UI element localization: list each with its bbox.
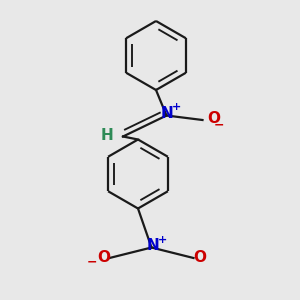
Text: O: O [97,250,110,266]
Text: O: O [193,250,206,266]
Text: +: + [172,102,181,112]
Text: −: − [214,119,224,132]
Text: H: H [101,128,113,142]
Text: O: O [207,111,220,126]
Text: N: N [147,238,159,253]
Text: N: N [160,106,173,122]
Text: −: − [86,256,97,269]
Text: +: + [158,235,167,245]
